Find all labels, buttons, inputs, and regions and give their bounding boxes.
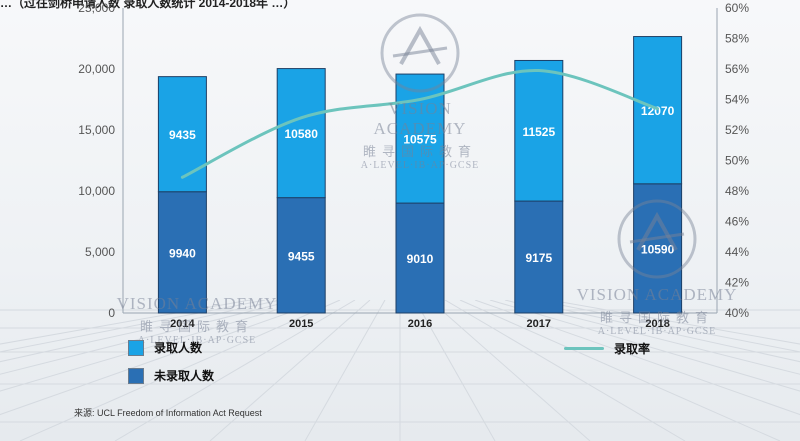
bar-admitted — [633, 36, 683, 185]
bar-label-admitted: 9435 — [169, 128, 196, 142]
bar-label-not-admitted: 9010 — [407, 252, 434, 266]
legend-rate-swatch — [564, 347, 604, 350]
watermark-sub: A·LEVEL·IB·AP·GCSE — [360, 160, 480, 171]
floor-line — [489, 300, 800, 392]
floor-line — [0, 300, 311, 392]
watermark-cn: 睢寻国际教育 — [362, 144, 477, 159]
floor-line — [459, 300, 781, 441]
floor-line — [0, 300, 281, 363]
bar-label-not-admitted: 9175 — [525, 251, 552, 265]
floor-line — [534, 300, 800, 353]
watermark: VISION ACADEMY 睢寻国际教育 A·LEVEL·IB·AP·GCSE — [340, 12, 500, 171]
bar-label-admitted: 10580 — [285, 127, 319, 141]
y2-tick-label: 50% — [725, 154, 749, 168]
y2-tick-label: 44% — [725, 245, 749, 259]
bar-not-admitted — [514, 200, 564, 314]
floor-line — [414, 300, 496, 441]
bar-label-not-admitted: 9940 — [169, 246, 196, 260]
legend-admitted: 录取人数 — [128, 339, 202, 356]
bar-admitted — [514, 59, 564, 202]
source-note: 来源: UCL Freedom of Information Act Reque… — [74, 408, 262, 418]
floor-line — [114, 300, 356, 441]
bar-not-admitted — [157, 191, 207, 314]
floor-line — [209, 300, 371, 441]
watermark-cn-3: 睢寻国际教育 — [599, 310, 714, 325]
x-tick-label: 2017 — [527, 318, 551, 330]
floor-line — [0, 300, 296, 375]
y2-tick-label: 46% — [725, 215, 749, 229]
y2-tick-label: 56% — [725, 62, 749, 76]
floor-line — [429, 300, 591, 441]
y2-tick-label: 60% — [725, 1, 749, 15]
watermark-name-3: VISION ACADEMY — [576, 285, 738, 304]
y-tick-label: 0 — [108, 306, 115, 320]
watermark-name-2: VISION ACADEMY — [116, 294, 278, 313]
floor-line — [0, 300, 326, 416]
floor-line — [519, 300, 800, 363]
legend-rate-label: 录取率 — [614, 342, 651, 356]
bar-label-admitted: 11525 — [522, 125, 555, 139]
x-tick-label: 2014 — [170, 318, 195, 330]
watermark-3: VISION ACADEMY 睢寻国际教育 A·LEVEL·IB·AP·GCSE — [572, 198, 742, 337]
legend-not-admitted-swatch — [128, 367, 144, 384]
x-tick-label: 2016 — [408, 318, 432, 330]
floor-line — [549, 300, 800, 345]
y2-tick-label: 40% — [725, 306, 749, 320]
y-tick-label: 15,000 — [78, 123, 115, 137]
y-tick-label: 5,000 — [85, 245, 115, 259]
y2-tick-label: 48% — [725, 184, 749, 198]
bar-label-admitted: 10575 — [403, 133, 437, 147]
watermark-2: VISION ACADEMY 睢寻国际教育 A·LEVEL·IB·AP·GCSE — [112, 294, 282, 346]
legend-not-admitted: 未录取人数 — [128, 367, 214, 384]
floor-line — [444, 300, 686, 441]
watermark-name: VISION ACADEMY — [373, 99, 467, 138]
y2-tick-label: 58% — [725, 32, 749, 46]
watermark-sub-3: A·LEVEL·IB·AP·GCSE — [597, 326, 717, 337]
watermark-sub-2: A·LEVEL·IB·AP·GCSE — [137, 335, 257, 346]
chart-title: …（过往剑桥申请人数 录取人数统计 2014-2018年 …） — [0, 0, 296, 10]
rate-line — [180, 69, 660, 179]
x-tick-label: 2018 — [645, 318, 669, 330]
floor-line — [0, 300, 251, 345]
legend-rate: 录取率 — [564, 340, 650, 357]
watermark-logo-icon — [380, 13, 460, 93]
floor-line — [304, 300, 386, 441]
watermark-logo-icon-2 — [617, 199, 697, 279]
y2-tick-label: 54% — [725, 93, 749, 107]
bar-label-not-admitted: 10590 — [641, 242, 675, 256]
floor-line — [474, 300, 800, 416]
bar-not-admitted — [395, 202, 445, 314]
legend-admitted-label: 录取人数 — [154, 341, 203, 355]
y-tick-label: 20,000 — [78, 62, 115, 76]
floor-grid — [0, 300, 800, 441]
y-tick-label: 25,000 — [78, 1, 115, 15]
floor-line — [504, 300, 800, 375]
y-tick-label: 10,000 — [78, 184, 115, 198]
watermark-cn-2: 睢寻国际教育 — [139, 319, 254, 334]
bar-label-admitted: 12070 — [641, 104, 675, 118]
y2-tick-label: 52% — [725, 123, 749, 137]
legend-admitted-swatch — [128, 339, 144, 356]
y2-tick-label: 42% — [725, 276, 749, 290]
bar-label-not-admitted: 9455 — [288, 249, 315, 263]
legend-not-admitted-label: 未录取人数 — [154, 369, 215, 383]
bar-not-admitted — [276, 197, 326, 314]
bar-admitted — [276, 68, 326, 199]
x-tick-label: 2015 — [289, 318, 313, 330]
floor-line — [19, 300, 341, 441]
bar-admitted — [157, 76, 207, 193]
floor-line — [0, 300, 266, 353]
